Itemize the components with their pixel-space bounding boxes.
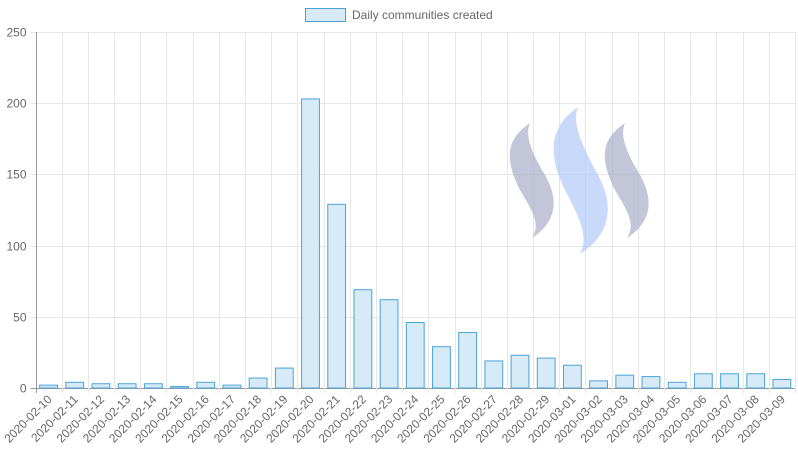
y-tick-label: 150 bbox=[6, 168, 26, 182]
y-tick-label: 50 bbox=[13, 311, 27, 325]
bar[interactable] bbox=[693, 373, 713, 389]
bar[interactable] bbox=[720, 373, 739, 389]
bar[interactable] bbox=[143, 383, 163, 389]
bar[interactable] bbox=[327, 203, 347, 389]
bar[interactable] bbox=[536, 357, 556, 389]
axes: 0501001502002502020-02-102020-02-112020-… bbox=[1, 26, 788, 446]
y-tick-label: 250 bbox=[6, 26, 26, 40]
bar[interactable] bbox=[301, 98, 320, 389]
bar[interactable] bbox=[65, 381, 85, 389]
bar[interactable] bbox=[615, 374, 635, 389]
bar[interactable] bbox=[484, 360, 504, 389]
bar[interactable] bbox=[667, 381, 687, 389]
legend[interactable]: Daily communities created bbox=[305, 8, 493, 22]
bar[interactable] bbox=[353, 289, 373, 389]
bar[interactable] bbox=[432, 346, 451, 389]
bar[interactable] bbox=[170, 386, 189, 389]
steem-logo-icon bbox=[509, 107, 649, 254]
bar[interactable] bbox=[589, 380, 608, 389]
bar[interactable] bbox=[405, 322, 425, 389]
bar[interactable] bbox=[117, 383, 137, 389]
bar[interactable] bbox=[196, 381, 216, 389]
bar[interactable] bbox=[562, 364, 582, 389]
bar[interactable] bbox=[39, 384, 58, 389]
bar[interactable] bbox=[222, 384, 242, 389]
bar[interactable] bbox=[248, 377, 268, 389]
legend-label: Daily communities created bbox=[352, 8, 493, 22]
bar[interactable] bbox=[91, 383, 111, 389]
bar[interactable] bbox=[641, 376, 661, 389]
bar[interactable] bbox=[458, 331, 478, 389]
y-tick-label: 100 bbox=[6, 240, 26, 254]
legend-swatch bbox=[305, 8, 346, 22]
bar[interactable] bbox=[274, 367, 294, 389]
y-tick-label: 0 bbox=[20, 382, 27, 396]
bar[interactable] bbox=[510, 354, 530, 389]
bars bbox=[39, 98, 792, 389]
bar[interactable] bbox=[772, 378, 792, 389]
y-tick-label: 200 bbox=[6, 97, 26, 111]
bar[interactable] bbox=[746, 373, 766, 389]
bar[interactable] bbox=[379, 299, 399, 389]
grid-lines bbox=[30, 32, 796, 393]
